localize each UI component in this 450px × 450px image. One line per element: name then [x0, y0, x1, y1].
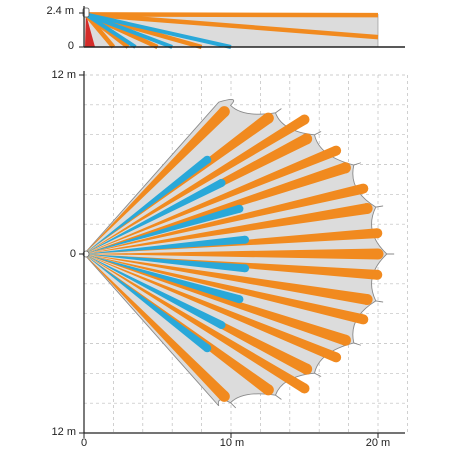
short-range-zone — [84, 179, 224, 254]
long-range-zone-tip — [301, 363, 313, 375]
long-range-zone-tip — [361, 294, 373, 306]
short-range-zone-tip — [203, 344, 212, 353]
long-range-zone-tip — [262, 112, 274, 124]
short-range-zone-tip — [217, 178, 226, 187]
long-range-zone — [84, 254, 348, 346]
side-long-beam — [84, 12, 116, 49]
short-range-zone — [84, 204, 241, 254]
mid-range-zone-tip — [372, 228, 383, 239]
long-range-zone — [84, 203, 368, 254]
mid-range-zone — [84, 145, 339, 254]
mid-range-zone — [84, 254, 308, 393]
mid-range-zone-tip — [299, 114, 310, 125]
mid-range-zone — [84, 254, 339, 363]
top-x-label-far: 20 m — [365, 437, 391, 449]
side-long-beam — [85, 12, 379, 18]
top-x-label-origin: 0 — [80, 437, 88, 449]
side-long-beam — [85, 12, 379, 40]
mid-range-zone — [84, 183, 365, 254]
top-y-label-top: 12 m — [51, 69, 76, 81]
long-range-zone — [84, 162, 348, 254]
short-range-zone-tip — [241, 235, 250, 244]
short-range-zone — [84, 254, 241, 304]
mid-range-zone-tip — [331, 352, 342, 363]
side-short-beam — [85, 12, 173, 49]
long-range-zone — [84, 248, 378, 260]
long-range-zone-tip — [339, 334, 351, 346]
top-view-chart — [79, 71, 408, 438]
long-range-zone-tip — [339, 162, 351, 174]
long-range-zone — [84, 254, 229, 401]
short-range-zone-tip — [235, 295, 244, 304]
long-range-zone-tip — [218, 106, 230, 118]
short-range-zone-tip — [217, 321, 226, 330]
side-y-label-top: 2.4 m — [46, 5, 74, 17]
top-y-label-middle: 0 — [69, 248, 76, 260]
side-creep-zone — [85, 14, 95, 47]
short-range-zone — [84, 156, 210, 254]
long-range-zone-tip — [301, 133, 313, 145]
side-y-label-bottom: 0 — [67, 40, 74, 52]
long-range-zone-tip — [218, 390, 230, 402]
long-range-zone-tip — [372, 248, 384, 260]
side-short-beam — [85, 12, 232, 49]
top-x-label-mid: 10 m — [219, 437, 245, 449]
mid-range-zone-tip — [299, 383, 310, 394]
short-range-zone-tip — [235, 204, 244, 213]
long-range-zone-tip — [361, 202, 373, 214]
mid-range-zone-tip — [372, 269, 383, 280]
mid-range-zone-tip — [358, 314, 369, 325]
short-range-zone-tip — [203, 155, 212, 164]
short-range-zone — [84, 254, 224, 329]
mid-range-zone-tip — [331, 145, 342, 156]
side-view-chart — [79, 6, 405, 50]
short-range-zone-tip — [241, 264, 250, 273]
side-short-beam — [84, 12, 137, 49]
mid-range-zone — [84, 254, 365, 325]
top-y-label-bottom: 12 m — [51, 426, 76, 438]
long-range-zone — [84, 254, 368, 305]
short-range-zone — [84, 235, 246, 254]
long-range-zone — [84, 107, 229, 254]
mid-range-zone — [84, 115, 308, 254]
short-range-zone — [84, 254, 246, 273]
long-range-zone-tip — [262, 384, 274, 396]
mid-range-zone-tip — [358, 183, 369, 194]
short-range-zone — [84, 254, 210, 352]
